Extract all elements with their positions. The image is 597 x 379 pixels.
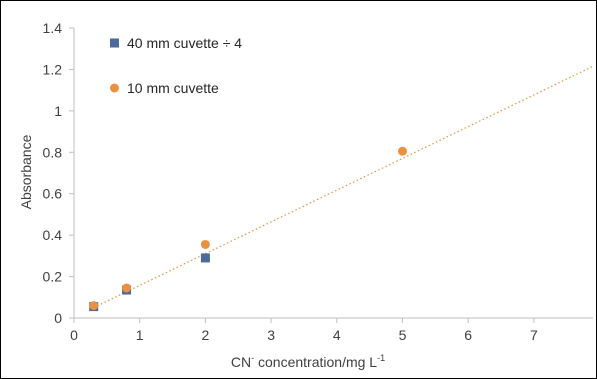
legend: 40 mm cuvette ÷ 4 10 mm cuvette	[110, 35, 242, 96]
data-point-square	[200, 253, 210, 263]
trendline	[93, 65, 594, 309]
x-axis-label: CN- concentration/mg L-1	[231, 353, 385, 370]
x-axis-label-part: concentration/mg L	[254, 354, 377, 370]
y-tick-label: 1	[54, 103, 62, 119]
data-points	[89, 146, 407, 312]
y-tick-label: 0.6	[43, 186, 63, 202]
x-axis-label-part: CN	[231, 354, 251, 370]
y-tick-labels: 0 0.2 0.4 0.6 0.8 1 1.2 1.4	[43, 20, 63, 326]
y-tick-label: 0.8	[43, 144, 63, 160]
y-tick-label: 1.2	[43, 61, 63, 77]
y-tick-label: 0.2	[43, 269, 63, 285]
x-tick-label: 5	[399, 327, 407, 343]
x-tick-labels: 0 1 2 3 4 5 6 7	[70, 327, 538, 343]
x-tick-label: 4	[333, 327, 341, 343]
y-tick-label: 0.4	[43, 227, 63, 243]
data-point-circle	[200, 239, 210, 249]
y-axis-label: Absorbance	[18, 134, 34, 209]
x-tick-label: 3	[267, 327, 275, 343]
legend-label: 10 mm cuvette	[127, 80, 219, 96]
x-axis-label-superscript: -1	[377, 353, 385, 363]
x-tick-label: 6	[464, 327, 472, 343]
x-tick-label: 0	[70, 327, 78, 343]
y-tick-label: 1.4	[43, 20, 63, 36]
legend-marker-square	[110, 38, 119, 48]
x-tick-label: 7	[530, 327, 538, 343]
x-tick-label: 1	[136, 327, 144, 343]
y-tick-label: 0	[54, 310, 62, 326]
x-axis-label-superscript: -	[251, 353, 254, 363]
data-point-circle	[122, 283, 132, 293]
data-point-circle	[89, 301, 99, 311]
legend-marker-circle	[110, 83, 119, 93]
axes	[73, 28, 593, 319]
data-point-circle	[397, 146, 407, 156]
legend-label: 40 mm cuvette ÷ 4	[127, 35, 242, 51]
y-tick-marks	[69, 27, 74, 319]
x-tick-marks	[73, 318, 535, 323]
x-tick-label: 2	[201, 327, 209, 343]
